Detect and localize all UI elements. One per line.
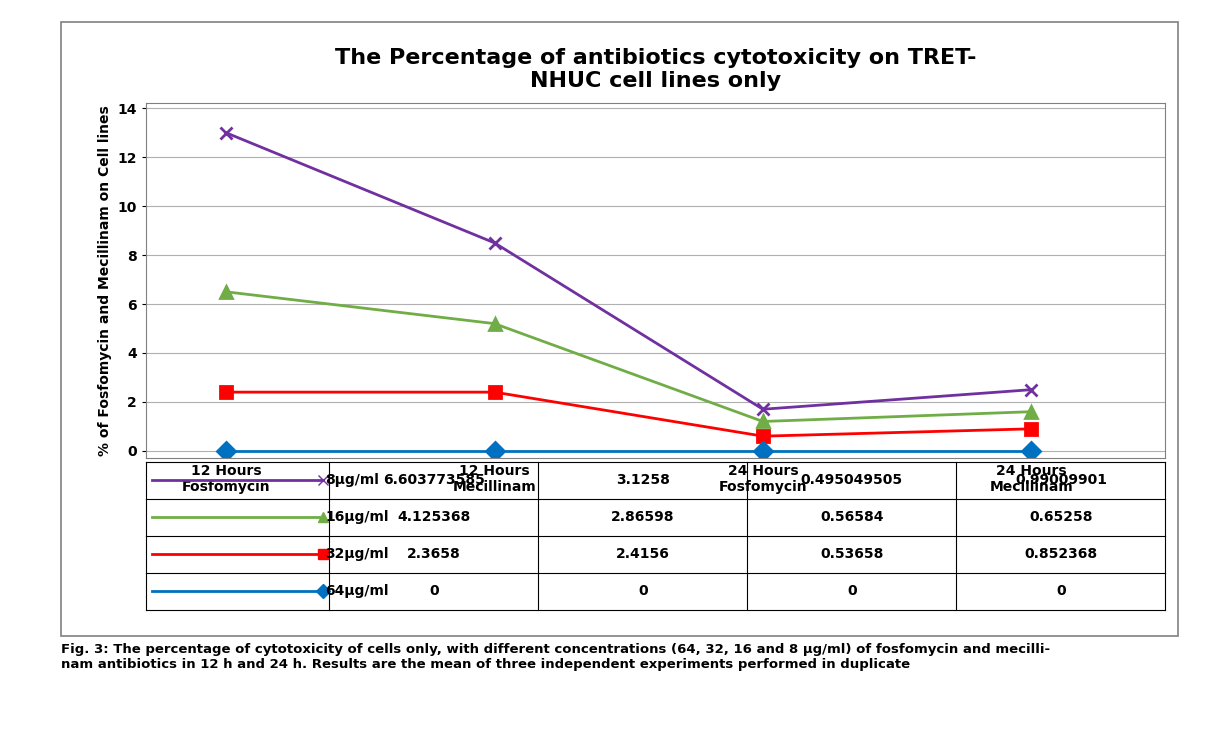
16μg/ml	[755, 417, 770, 426]
Text: 0: 0	[847, 585, 857, 598]
Line: 64μg/ml: 64μg/ml	[220, 445, 1038, 457]
Text: 64μg/ml: 64μg/ml	[325, 585, 390, 598]
Text: 8μg/ml: 8μg/ml	[325, 474, 380, 487]
Text: 16μg/ml: 16μg/ml	[325, 511, 390, 524]
Text: 2.86598: 2.86598	[611, 511, 675, 524]
Text: 0.65258: 0.65258	[1029, 511, 1093, 524]
64μg/ml	[1023, 446, 1038, 455]
Text: Fig. 3: The percentage of cytotoxicity of cells only, with different concentrati: Fig. 3: The percentage of cytotoxicity o…	[61, 643, 1050, 671]
Text: 0: 0	[639, 585, 647, 598]
16μg/ml	[487, 319, 501, 328]
64μg/ml	[487, 446, 501, 455]
Text: 0.495049505: 0.495049505	[801, 474, 903, 487]
16μg/ml	[1023, 407, 1038, 416]
Text: 3.1258: 3.1258	[615, 474, 670, 487]
Text: 0.56584: 0.56584	[821, 511, 884, 524]
8μg/ml	[755, 405, 770, 414]
Text: 0.99009901: 0.99009901	[1015, 474, 1107, 487]
Text: 0.53658: 0.53658	[821, 548, 884, 561]
Text: 32μg/ml: 32μg/ml	[325, 548, 390, 561]
32μg/ml	[219, 388, 233, 397]
Line: 16μg/ml: 16μg/ml	[220, 285, 1038, 428]
64μg/ml	[219, 446, 233, 455]
Line: 32μg/ml: 32μg/ml	[220, 386, 1038, 443]
Text: 0.852368: 0.852368	[1025, 548, 1097, 561]
32μg/ml	[755, 432, 770, 440]
16μg/ml	[219, 287, 233, 296]
8μg/ml	[219, 129, 233, 137]
Text: 0: 0	[1056, 585, 1066, 598]
Text: 6.603773585: 6.603773585	[382, 474, 484, 487]
64μg/ml	[755, 446, 770, 455]
32μg/ml	[487, 388, 501, 397]
Text: 4.125368: 4.125368	[397, 511, 470, 524]
Text: 2.3658: 2.3658	[407, 548, 460, 561]
8μg/ml	[1023, 385, 1038, 394]
Title: The Percentage of antibiotics cytotoxicity on TRET-
NHUC cell lines only: The Percentage of antibiotics cytotoxici…	[335, 47, 976, 91]
8μg/ml	[487, 239, 501, 248]
Y-axis label: % of Fosfomycin and Mecillinam on Cell lines: % of Fosfomycin and Mecillinam on Cell l…	[97, 106, 112, 456]
Line: 8μg/ml: 8μg/ml	[220, 126, 1038, 415]
Text: 2.4156: 2.4156	[615, 548, 670, 561]
Text: 0: 0	[429, 585, 438, 598]
32μg/ml	[1023, 424, 1038, 433]
